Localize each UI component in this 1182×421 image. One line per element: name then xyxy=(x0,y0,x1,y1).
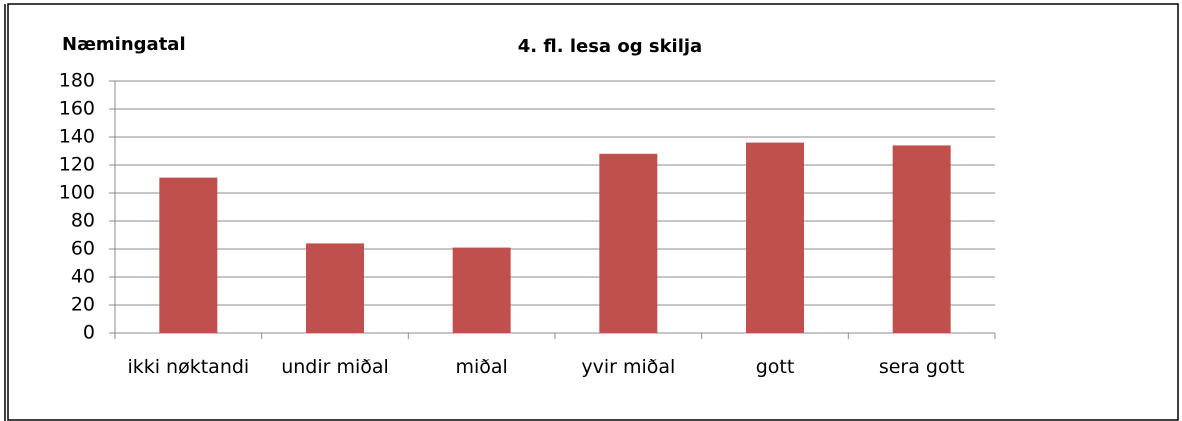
bar xyxy=(306,243,364,333)
x-tick-label: yvir miðal xyxy=(581,356,676,378)
y-tick-label: 40 xyxy=(71,266,95,288)
x-tick-label: ikki nøktandi xyxy=(127,356,250,378)
y-tick-label: 180 xyxy=(59,70,95,92)
y-axis-label: Næmingatal xyxy=(62,34,186,55)
y-tick-label: 60 xyxy=(71,238,95,260)
y-tick-label: 140 xyxy=(59,126,95,148)
bar xyxy=(746,142,804,333)
y-tick-label: 160 xyxy=(59,98,95,120)
x-tick-label: gott xyxy=(755,356,795,378)
y-tick-label: 100 xyxy=(59,182,95,204)
x-tick-label: sera gott xyxy=(878,356,965,378)
y-tick-label: 20 xyxy=(71,294,95,316)
bar xyxy=(159,177,218,333)
y-tick-label: 120 xyxy=(59,154,95,176)
y-tick-label: 80 xyxy=(71,210,95,232)
x-tick-label: miðal xyxy=(455,356,508,378)
x-tick-label: undir miðal xyxy=(281,356,389,378)
bar xyxy=(452,247,511,333)
bar xyxy=(892,145,951,333)
chart-title: 4. fl. lesa og skilja xyxy=(518,36,702,57)
y-tick-label: 0 xyxy=(83,322,95,344)
frame xyxy=(7,3,1179,421)
bar xyxy=(599,153,658,333)
